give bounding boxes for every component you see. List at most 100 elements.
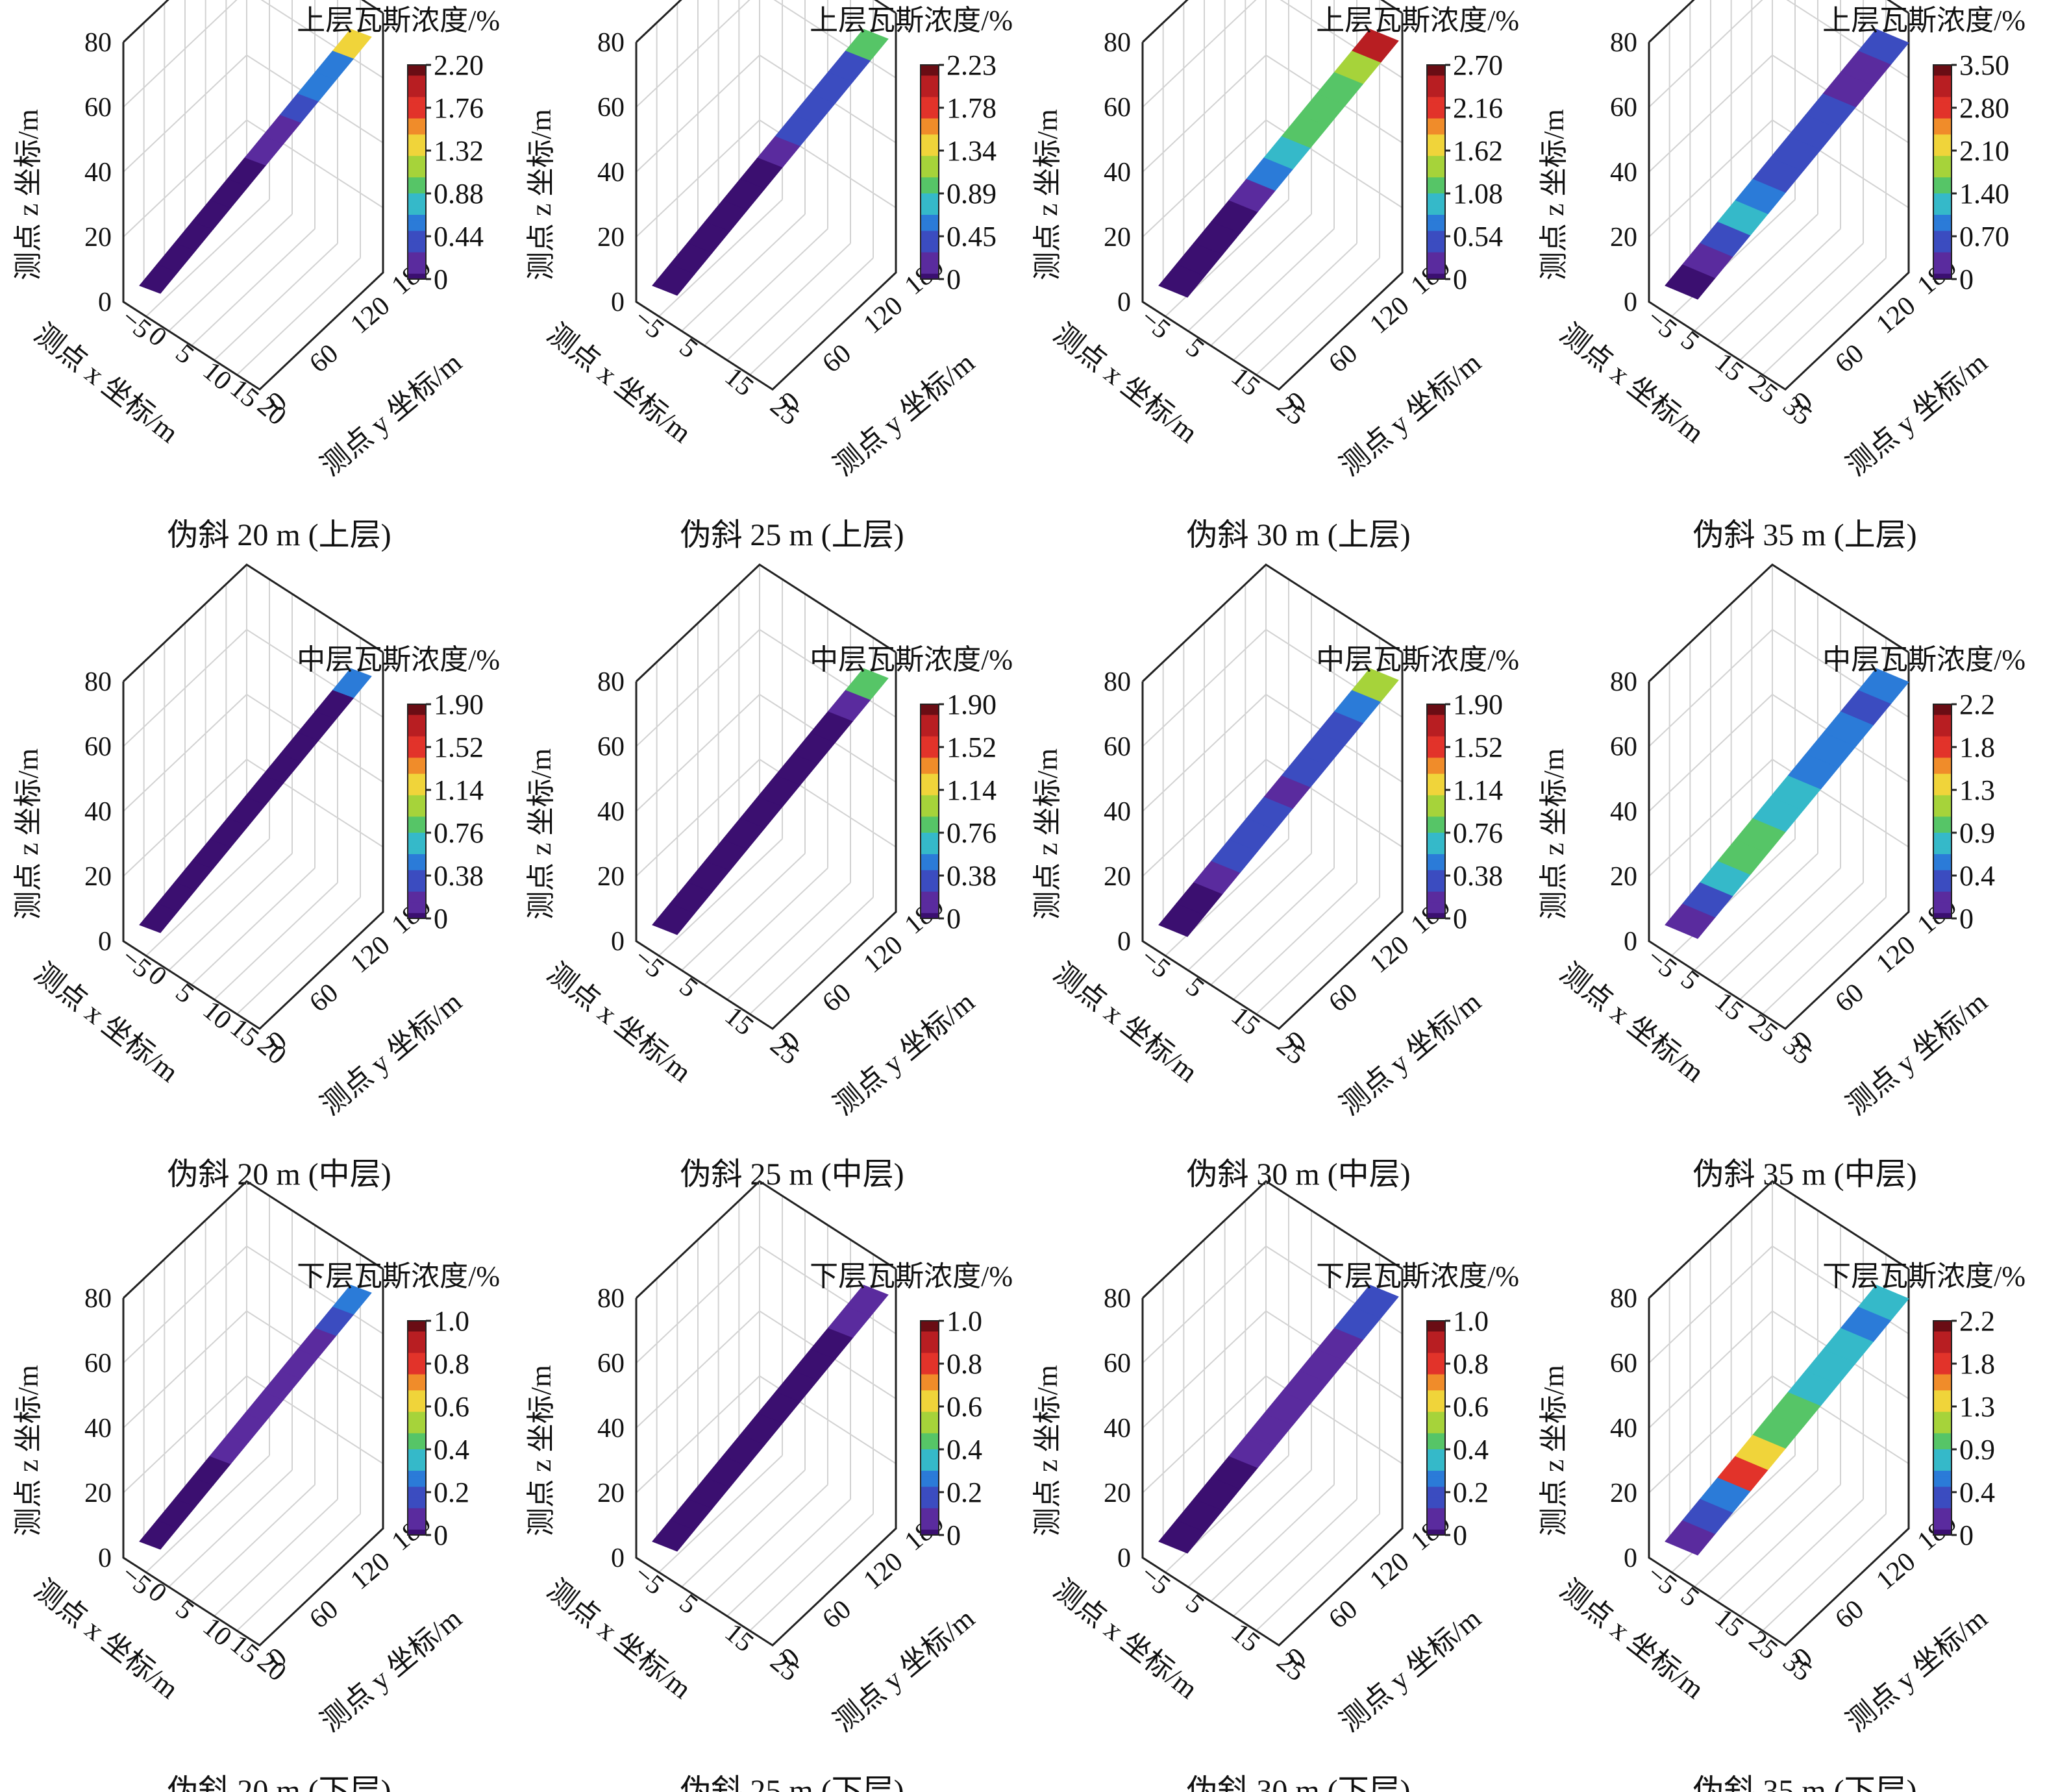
colorbar-segment <box>1933 854 1952 860</box>
colorbar-segment <box>921 1433 939 1440</box>
x-tick-label: −5 <box>1641 942 1683 984</box>
colorbar-segment <box>1427 65 1445 71</box>
colorbar-segment <box>1427 726 1445 731</box>
panel-caption: 伪斜 20 m (上层) <box>167 518 391 552</box>
panel-title: 中层瓦斯浓度/% <box>297 644 500 676</box>
x-tick-label: 15 <box>1709 1603 1750 1643</box>
colorbar-segment <box>1933 1529 1952 1536</box>
colorbar-segment <box>921 1529 939 1536</box>
colorbar-segment <box>921 827 939 833</box>
colorbar-segment <box>1427 720 1445 726</box>
colorbar-segment <box>1427 151 1445 156</box>
x-tick-label: −5 <box>1641 1559 1683 1601</box>
colorbar-segment <box>1427 715 1445 721</box>
colorbar-segment <box>408 1358 426 1364</box>
colorbar-segment <box>1933 870 1952 876</box>
surface-segment <box>1858 29 1909 65</box>
z-tick-label: 0 <box>1117 927 1131 957</box>
z-tick-label: 80 <box>597 667 625 697</box>
colorbar-segment <box>921 876 939 881</box>
x-axis-label: 测点 x 坐标/m <box>1048 957 1204 1088</box>
colorbar: 1.0 0.8 0.6 0.4 0.2 0 <box>920 1305 982 1551</box>
colorbar-tick-label: 1.90 <box>947 689 997 720</box>
colorbar-segment <box>921 1460 939 1466</box>
colorbar-segment <box>1427 1369 1445 1375</box>
colorbar: 1.0 0.8 0.6 0.4 0.2 0 <box>1426 1305 1489 1551</box>
z-axis-label: 测点 z 坐标/m <box>525 1365 557 1536</box>
colorbar-segment <box>1933 822 1952 828</box>
colorbar-segment <box>921 1486 939 1493</box>
colorbar-segment <box>408 273 426 280</box>
colorbar-segment <box>408 209 426 215</box>
colorbar-segment <box>921 193 939 199</box>
z-axis-label: 测点 z 坐标/m <box>12 109 44 280</box>
colorbar-segment <box>921 720 939 726</box>
colorbar-segment <box>1933 1379 1952 1386</box>
surface-segment <box>332 29 372 59</box>
colorbar-segment <box>1933 1358 1952 1364</box>
gas-surface <box>1665 668 1909 939</box>
colorbar-segment <box>1427 1406 1445 1412</box>
z-tick-label: 60 <box>84 93 112 123</box>
y-tick-label: 120 <box>858 1547 909 1596</box>
axes-box <box>1648 0 1910 391</box>
colorbar-segment <box>921 118 939 125</box>
colorbar-segment <box>1427 1508 1445 1514</box>
colorbar-segment <box>1427 704 1445 710</box>
z-tick-label: 60 <box>1104 732 1131 762</box>
colorbar: 2.23 1.78 1.34 0.89 0.45 0 <box>920 49 997 295</box>
colorbar-segment <box>1933 859 1952 866</box>
x-tick-label: 15 <box>1226 1001 1266 1041</box>
colorbar-segment <box>921 795 939 802</box>
colorbar-segment <box>921 188 939 194</box>
gas-surface <box>139 1284 372 1550</box>
colorbar-segment <box>921 854 939 860</box>
colorbar-segment <box>1933 193 1952 199</box>
colorbar-segment <box>921 811 939 817</box>
colorbar-segment <box>1933 1364 1952 1369</box>
z-tick-label: 20 <box>84 223 112 252</box>
z-tick-label: 20 <box>1104 862 1131 892</box>
colorbar-segment <box>408 177 426 184</box>
z-tick-label: 60 <box>1610 93 1637 123</box>
colorbar-segment <box>921 843 939 850</box>
z-tick-label: 60 <box>597 1349 625 1379</box>
colorbar-segment <box>921 1379 939 1386</box>
z-tick-label: 20 <box>84 862 112 892</box>
z-tick-label: 40 <box>84 797 112 827</box>
colorbar-segment <box>408 1342 426 1348</box>
colorbar-segment <box>1933 1336 1952 1343</box>
colorbar-tick-label: 1.62 <box>1453 135 1503 167</box>
colorbar-segment <box>921 886 939 892</box>
colorbar-segment <box>1427 1374 1445 1381</box>
colorbar-segment <box>408 715 426 721</box>
colorbar-tick-label: 1.90 <box>1453 689 1503 720</box>
colorbar-segment <box>1933 1406 1952 1412</box>
colorbar-segment <box>1427 816 1445 823</box>
colorbar-segment <box>921 715 939 721</box>
colorbar-segment <box>408 134 426 141</box>
colorbar-segment <box>921 1497 939 1504</box>
colorbar-segment <box>408 1379 426 1386</box>
colorbar-segment <box>408 1508 426 1514</box>
colorbar-segment <box>1933 1428 1952 1434</box>
z-tick-label: 0 <box>1624 1543 1637 1573</box>
colorbar-tick-label: 0.9 <box>1959 1434 1995 1466</box>
z-tick-label: 0 <box>1624 288 1637 317</box>
colorbar-tick-label: 0.76 <box>434 817 484 849</box>
colorbar-segment <box>1427 854 1445 860</box>
colorbar-segment <box>1427 1321 1445 1327</box>
colorbar-tick-label: 0.38 <box>434 860 484 892</box>
y-tick-label: 120 <box>1365 930 1415 979</box>
panel-title: 上层瓦斯浓度/% <box>1822 5 2026 36</box>
colorbar-segment <box>921 913 939 919</box>
colorbar-segment <box>1933 241 1952 248</box>
gas-surface <box>1158 668 1399 937</box>
z-tick-label: 20 <box>1610 223 1637 252</box>
z-tick-label: 40 <box>1104 158 1131 188</box>
colorbar-segment <box>1933 1331 1952 1338</box>
colorbar-tick-label: 0.8 <box>1453 1348 1489 1380</box>
colorbar-segment <box>1933 1326 1952 1332</box>
colorbar-segment <box>921 220 939 227</box>
